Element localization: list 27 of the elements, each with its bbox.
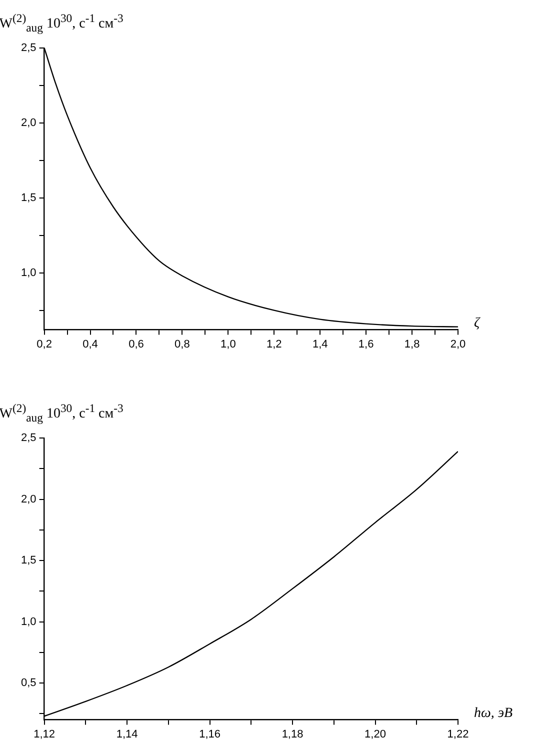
x-tick-label: 1,8	[404, 338, 420, 350]
x-axis-title: hω, эВ	[474, 706, 513, 722]
x-tick-label: 2,0	[450, 338, 466, 350]
y-tick-label: 2,0	[20, 116, 36, 129]
y-tick-label: 2,5	[20, 432, 36, 444]
x-tick-label: 1,16	[199, 728, 220, 740]
x-tick-label: 1,12	[34, 728, 55, 740]
x-tick-label: 1,0	[220, 338, 236, 350]
x-tick-label: 1,14	[116, 728, 138, 740]
x-tick-label: 1,20	[364, 728, 386, 740]
x-tick-label: 1,6	[358, 338, 374, 350]
x-tick-label: 1,4	[312, 338, 328, 350]
x-tick-label: 0,8	[174, 338, 190, 350]
x-tick-label: 0,2	[36, 338, 52, 350]
y-tick-label: 2,5	[20, 42, 36, 54]
y-tick-label: 0,5	[20, 677, 36, 690]
x-tick-label: 1,22	[447, 728, 469, 740]
x-tick-label: 0,6	[128, 338, 144, 350]
x-tick-label: 1,2	[266, 338, 282, 350]
y-tick-label: 1,5	[20, 554, 36, 567]
y-tick-label: 1,5	[20, 192, 36, 204]
x-tick-label: 1,18	[282, 728, 304, 740]
y-tick-label: 2,0	[20, 493, 36, 506]
x-tick-label: 0,4	[82, 338, 98, 350]
y-tick-label: 1,0	[20, 616, 36, 628]
y-tick-label: 1,0	[20, 266, 36, 279]
x-axis-title: ζ	[474, 316, 480, 332]
